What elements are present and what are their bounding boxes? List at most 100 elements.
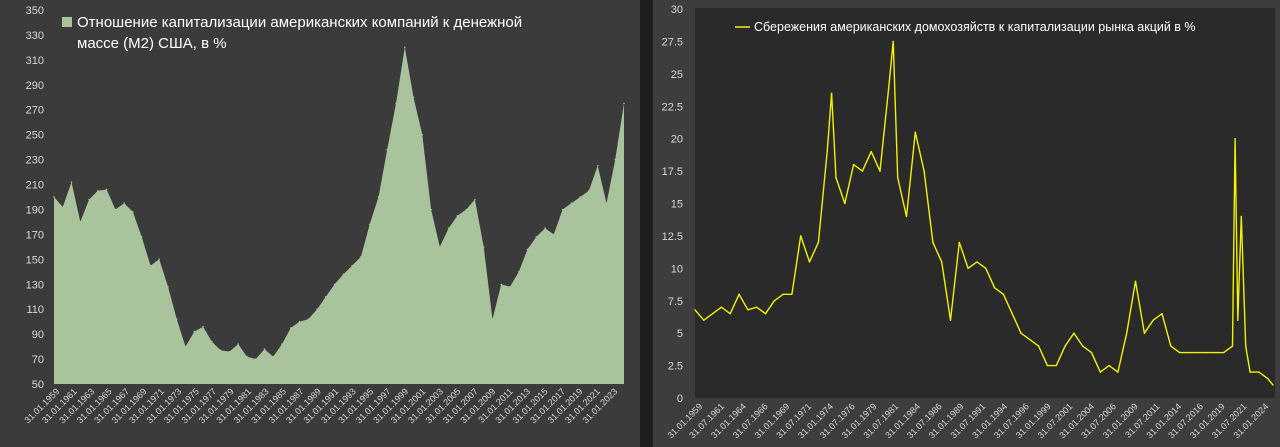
left-data-point xyxy=(579,196,581,198)
left-data-point xyxy=(132,211,134,213)
right-data-point xyxy=(1258,371,1260,373)
left-legend-line2: массе (M2) США, в % xyxy=(77,35,227,52)
right-legend-text: Сбережения американских домохозяйств к к… xyxy=(754,20,1196,34)
right-data-point xyxy=(1055,364,1057,367)
right-data-point xyxy=(1187,351,1190,354)
left-data-point xyxy=(509,286,511,288)
right-data-point xyxy=(808,261,811,263)
right-chart-svg: 0 2.5 5 7.5 10 12.5 15 17.5 20 22.5 25 27.5 30 31.01… xyxy=(662,4,1275,440)
left-data-point xyxy=(368,223,371,226)
left-data-point xyxy=(544,227,546,229)
right-data-point xyxy=(729,313,731,315)
left-data-point xyxy=(158,258,160,261)
right-data-point xyxy=(892,40,894,43)
left-data-point xyxy=(404,46,406,49)
left-data-point xyxy=(623,102,625,105)
right-data-point xyxy=(1231,345,1234,347)
left-data-point xyxy=(219,349,222,352)
right-data-point xyxy=(844,202,846,205)
right-data-point xyxy=(1245,345,1247,347)
left-data-point xyxy=(114,208,117,211)
left-data-point xyxy=(491,318,494,321)
right-data-point xyxy=(782,293,784,295)
right-data-point xyxy=(993,287,996,289)
left-data-point xyxy=(325,295,327,298)
right-series-line xyxy=(694,40,1274,386)
right-plot-background xyxy=(695,8,1275,398)
left-data-point xyxy=(316,308,318,311)
right-data-point xyxy=(923,170,925,172)
left-data-point xyxy=(184,345,187,348)
right-y-tick-label: 20 xyxy=(671,134,683,146)
right-data-point xyxy=(976,261,978,263)
right-data-point xyxy=(1170,345,1172,347)
right-data-point xyxy=(1082,345,1084,347)
right-data-point xyxy=(1214,351,1216,354)
left-data-point xyxy=(535,236,538,238)
left-y-tick-label: 230 xyxy=(26,155,44,167)
right-data-point xyxy=(1178,351,1181,354)
left-data-point xyxy=(228,350,231,353)
left-data-point xyxy=(412,96,415,99)
left-data-point xyxy=(395,102,397,105)
left-data-point xyxy=(246,355,248,358)
right-data-point xyxy=(1020,332,1022,334)
right-y-tick-label: 30 xyxy=(671,4,683,16)
left-y-tick-label: 210 xyxy=(26,180,44,192)
left-data-point xyxy=(202,325,204,328)
right-data-point xyxy=(967,267,969,269)
right-data-point xyxy=(791,293,793,295)
right-data-point xyxy=(1029,338,1031,341)
left-data-point xyxy=(561,208,564,211)
right-data-point xyxy=(703,319,705,321)
right-data-point xyxy=(1046,364,1049,367)
left-data-point xyxy=(386,148,389,151)
right-data-point xyxy=(835,176,837,179)
right-data-point xyxy=(861,170,864,172)
right-y-tick-label: 2.5 xyxy=(668,361,683,373)
right-y-tick-label: 5 xyxy=(677,328,683,340)
left-y-tick-label: 350 xyxy=(26,5,44,17)
right-data-point xyxy=(738,293,740,295)
left-data-point xyxy=(105,188,108,191)
left-data-point xyxy=(526,248,529,251)
right-y-tick-label: 0 xyxy=(677,393,683,405)
left-y-tick-label: 90 xyxy=(32,329,44,341)
right-data-point xyxy=(1223,351,1225,354)
right-data-point xyxy=(958,241,960,244)
right-data-point xyxy=(1249,371,1251,373)
left-data-point xyxy=(570,202,573,204)
right-data-point xyxy=(1134,280,1137,282)
left-data-point xyxy=(237,343,239,345)
left-data-point xyxy=(456,214,459,217)
right-data-point xyxy=(1240,215,1242,218)
left-data-point xyxy=(377,196,380,198)
left-data-point xyxy=(272,355,275,358)
left-data-point xyxy=(614,158,616,161)
right-data-point xyxy=(826,150,828,153)
right-data-point xyxy=(1237,319,1239,321)
right-data-point xyxy=(941,261,943,263)
right-data-point xyxy=(1126,332,1128,334)
right-y-tick-label: 17.5 xyxy=(662,166,683,178)
left-y-tick-label: 150 xyxy=(26,254,44,266)
left-chart-panel: 50 70 90 110 130 150 170 190 210 230 250 270 290 310 3… xyxy=(0,0,640,447)
left-data-point xyxy=(351,264,354,267)
left-y-tick-label: 330 xyxy=(26,30,44,42)
right-data-point xyxy=(1272,384,1274,386)
right-data-point xyxy=(1205,351,1207,354)
right-data-point xyxy=(1090,351,1093,354)
left-data-point xyxy=(430,208,432,211)
left-data-point xyxy=(88,198,90,201)
right-data-point xyxy=(747,309,749,311)
right-y-tick-label: 15 xyxy=(671,199,683,211)
right-data-point xyxy=(720,306,723,308)
left-y-tick-label: 50 xyxy=(32,379,44,391)
right-data-point xyxy=(1037,345,1040,347)
left-legend-line1: Отношение капитализации американских ком… xyxy=(77,14,522,31)
left-data-point xyxy=(53,196,55,198)
left-x-axis-ticks: 31.01.195931.01.196131.01.196331.01.1965… xyxy=(22,386,619,425)
right-data-point xyxy=(905,215,908,218)
left-data-point xyxy=(123,202,125,204)
left-data-point xyxy=(588,190,590,192)
